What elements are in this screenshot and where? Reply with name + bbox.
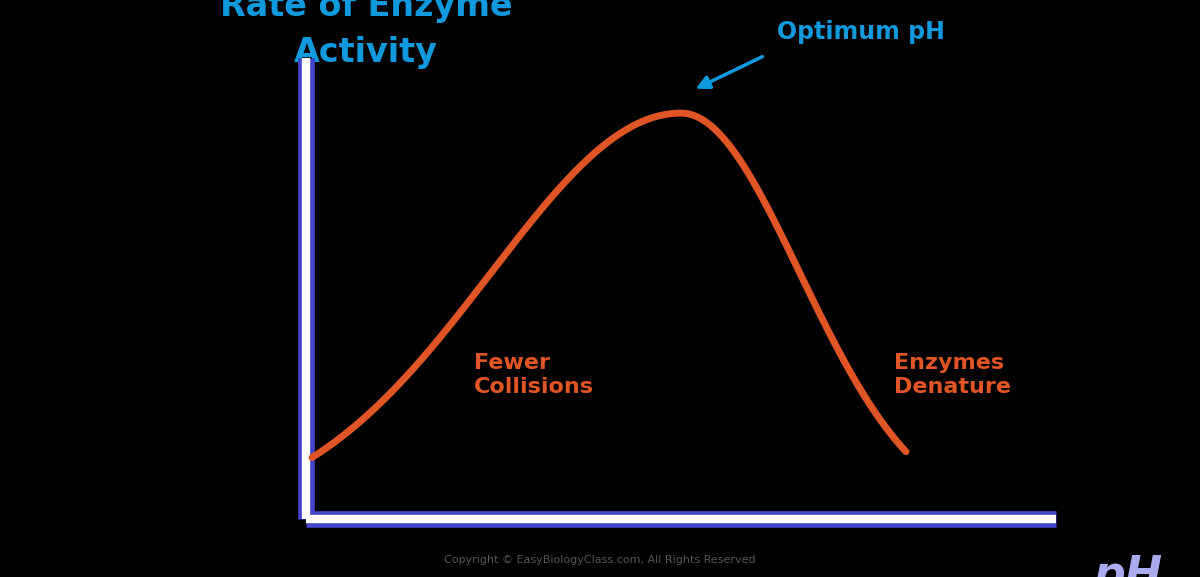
Text: Enzymes
Denature: Enzymes Denature (894, 354, 1010, 396)
Text: Copyright © EasyBiologyClass.com, All Rights Reserved: Copyright © EasyBiologyClass.com, All Ri… (444, 556, 756, 565)
Text: Activity: Activity (294, 36, 438, 69)
Text: Rate of Enzyme: Rate of Enzyme (220, 0, 512, 23)
Text: pH: pH (1093, 554, 1163, 577)
Text: Optimum pH: Optimum pH (778, 20, 944, 44)
Text: Fewer
Collisions: Fewer Collisions (474, 354, 594, 396)
